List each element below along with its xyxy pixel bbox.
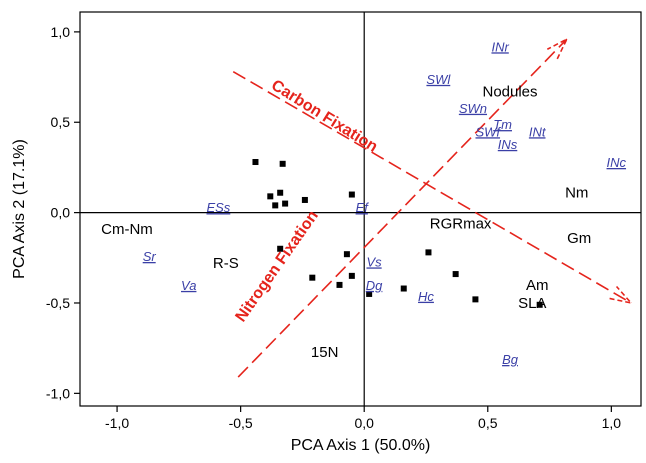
x-tick-label: 0,5 bbox=[478, 415, 498, 431]
species-label: Hc bbox=[418, 289, 434, 304]
arrow-line bbox=[237, 38, 568, 378]
species-label: ESs bbox=[206, 200, 230, 215]
plot-frame bbox=[79, 11, 642, 407]
species-label: INc bbox=[607, 155, 627, 170]
y-tick-label: -1,0 bbox=[46, 385, 70, 401]
data-point bbox=[282, 200, 289, 207]
species-label: INt bbox=[529, 124, 547, 139]
y-tick-label: 0,5 bbox=[51, 114, 71, 130]
species-label: INr bbox=[491, 39, 509, 54]
species-label: INs bbox=[498, 137, 518, 152]
data-point bbox=[309, 274, 316, 281]
arrow-head bbox=[609, 285, 634, 305]
species-label: Tm bbox=[493, 117, 512, 132]
data-point bbox=[252, 159, 259, 166]
variable-label: R-S bbox=[213, 255, 239, 272]
data-point bbox=[348, 272, 355, 279]
variable-label: Nm bbox=[565, 185, 588, 202]
data-point bbox=[267, 193, 274, 200]
data-point bbox=[400, 285, 407, 292]
x-tick-label: -1,0 bbox=[105, 415, 129, 431]
species-label: Vs bbox=[367, 254, 383, 269]
data-point bbox=[366, 290, 373, 297]
species-label: Ef bbox=[356, 200, 370, 215]
arrow-head bbox=[546, 37, 569, 60]
variable-label: RGRmax bbox=[430, 215, 492, 232]
variable-label: Gm bbox=[567, 230, 591, 247]
variable-label: Cm-Nm bbox=[101, 221, 153, 238]
arrow-line bbox=[232, 70, 632, 304]
species-label: SWl bbox=[426, 72, 451, 87]
data-point bbox=[343, 251, 350, 258]
x-tick-label: 0,0 bbox=[354, 415, 374, 431]
x-axis-title: PCA Axis 1 (50.0%) bbox=[291, 437, 431, 454]
data-point bbox=[536, 301, 543, 308]
species-label: Bg bbox=[502, 352, 519, 367]
arrow-label: Nitrogen Fixation bbox=[232, 208, 321, 326]
data-point bbox=[472, 296, 479, 303]
species-label: SWn bbox=[459, 101, 487, 116]
x-tick-label: 1,0 bbox=[602, 415, 622, 431]
data-point bbox=[336, 281, 343, 288]
y-tick-label: 0,0 bbox=[51, 205, 71, 221]
data-point bbox=[277, 189, 284, 196]
data-point bbox=[272, 202, 279, 209]
y-tick-label: -0,5 bbox=[46, 295, 70, 311]
variable-label: 15N bbox=[311, 344, 339, 361]
y-axis-title: PCA Axis 2 (17.1%) bbox=[11, 139, 28, 279]
data-point bbox=[301, 196, 308, 203]
variable-label: Nodules bbox=[482, 84, 537, 101]
species-label: Va bbox=[181, 278, 196, 293]
data-point bbox=[425, 249, 432, 256]
species-label: Dg bbox=[366, 278, 383, 293]
variable-label: Am bbox=[526, 277, 549, 294]
variable-label: SLA bbox=[518, 295, 546, 312]
species-label: SWf bbox=[475, 124, 501, 139]
data-point bbox=[452, 271, 459, 278]
x-tick-label: -0,5 bbox=[229, 415, 253, 431]
data-point bbox=[348, 191, 355, 198]
species-label: Sr bbox=[143, 249, 157, 264]
data-point bbox=[279, 160, 286, 167]
y-tick-label: 1,0 bbox=[51, 24, 71, 40]
data-point bbox=[277, 245, 284, 252]
